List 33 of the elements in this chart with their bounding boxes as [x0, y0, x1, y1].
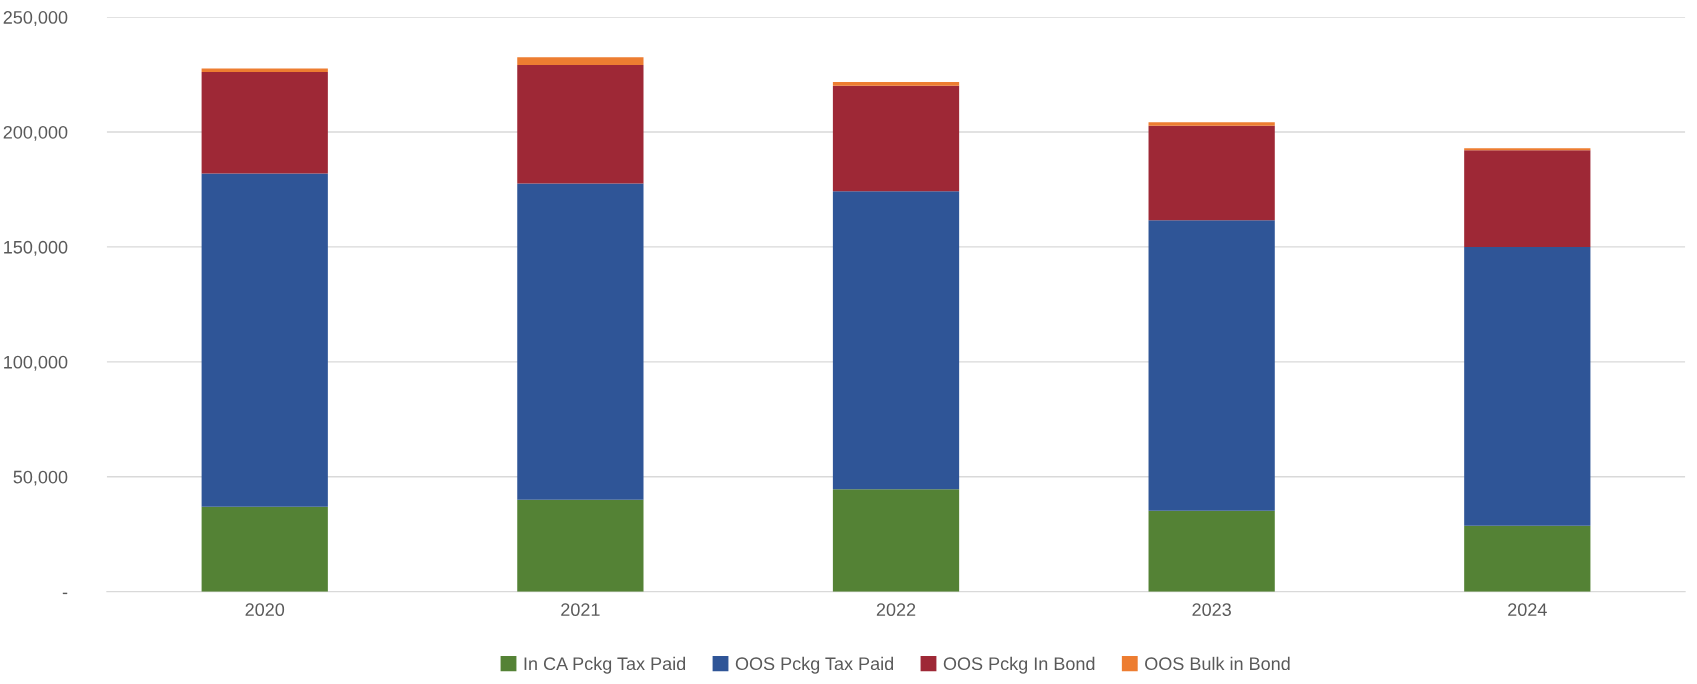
bar: [201, 72, 328, 174]
bar: [832, 489, 960, 592]
bar: [1148, 220, 1275, 511]
y-tick-label: 150,000: [4, 240, 68, 256]
bar: [1464, 246, 1591, 526]
x-tick-label: 2020: [245, 603, 285, 617]
bar: [517, 499, 644, 592]
y-tick-label: 100,000: [4, 355, 68, 371]
bar: [201, 506, 328, 592]
bar: [1464, 150, 1591, 247]
bar: [201, 173, 328, 507]
bar: [832, 191, 960, 490]
bar: [1464, 525, 1591, 592]
bar: [832, 85, 960, 192]
x-tick-label: 2022: [876, 603, 916, 617]
legend-label: OOS Bulk in Bond: [1145, 656, 1290, 671]
bar: [1148, 122, 1275, 126]
legend-label: OOS Pckg In Bond: [943, 656, 1095, 674]
y-tick-label: 250,000: [3, 11, 68, 26]
x-tick-label: 2024: [1508, 603, 1547, 617]
bar: [517, 64, 644, 184]
bar: [832, 81, 960, 86]
y-tick-label: 200,000: [3, 125, 68, 141]
x-tick-label: 2023: [1192, 603, 1231, 617]
legend-label: OOS Pckg Tax Paid: [735, 656, 894, 674]
x-tick-label: 2021: [561, 603, 600, 617]
y-tick-label: 50,000: [13, 470, 68, 486]
y-tick-label: -: [62, 592, 68, 595]
bar: [517, 57, 644, 65]
bar: [1148, 125, 1275, 221]
bar: [1148, 510, 1275, 592]
bar: [517, 183, 644, 500]
legend-label: In CA Pckg Tax Paid: [524, 656, 686, 674]
